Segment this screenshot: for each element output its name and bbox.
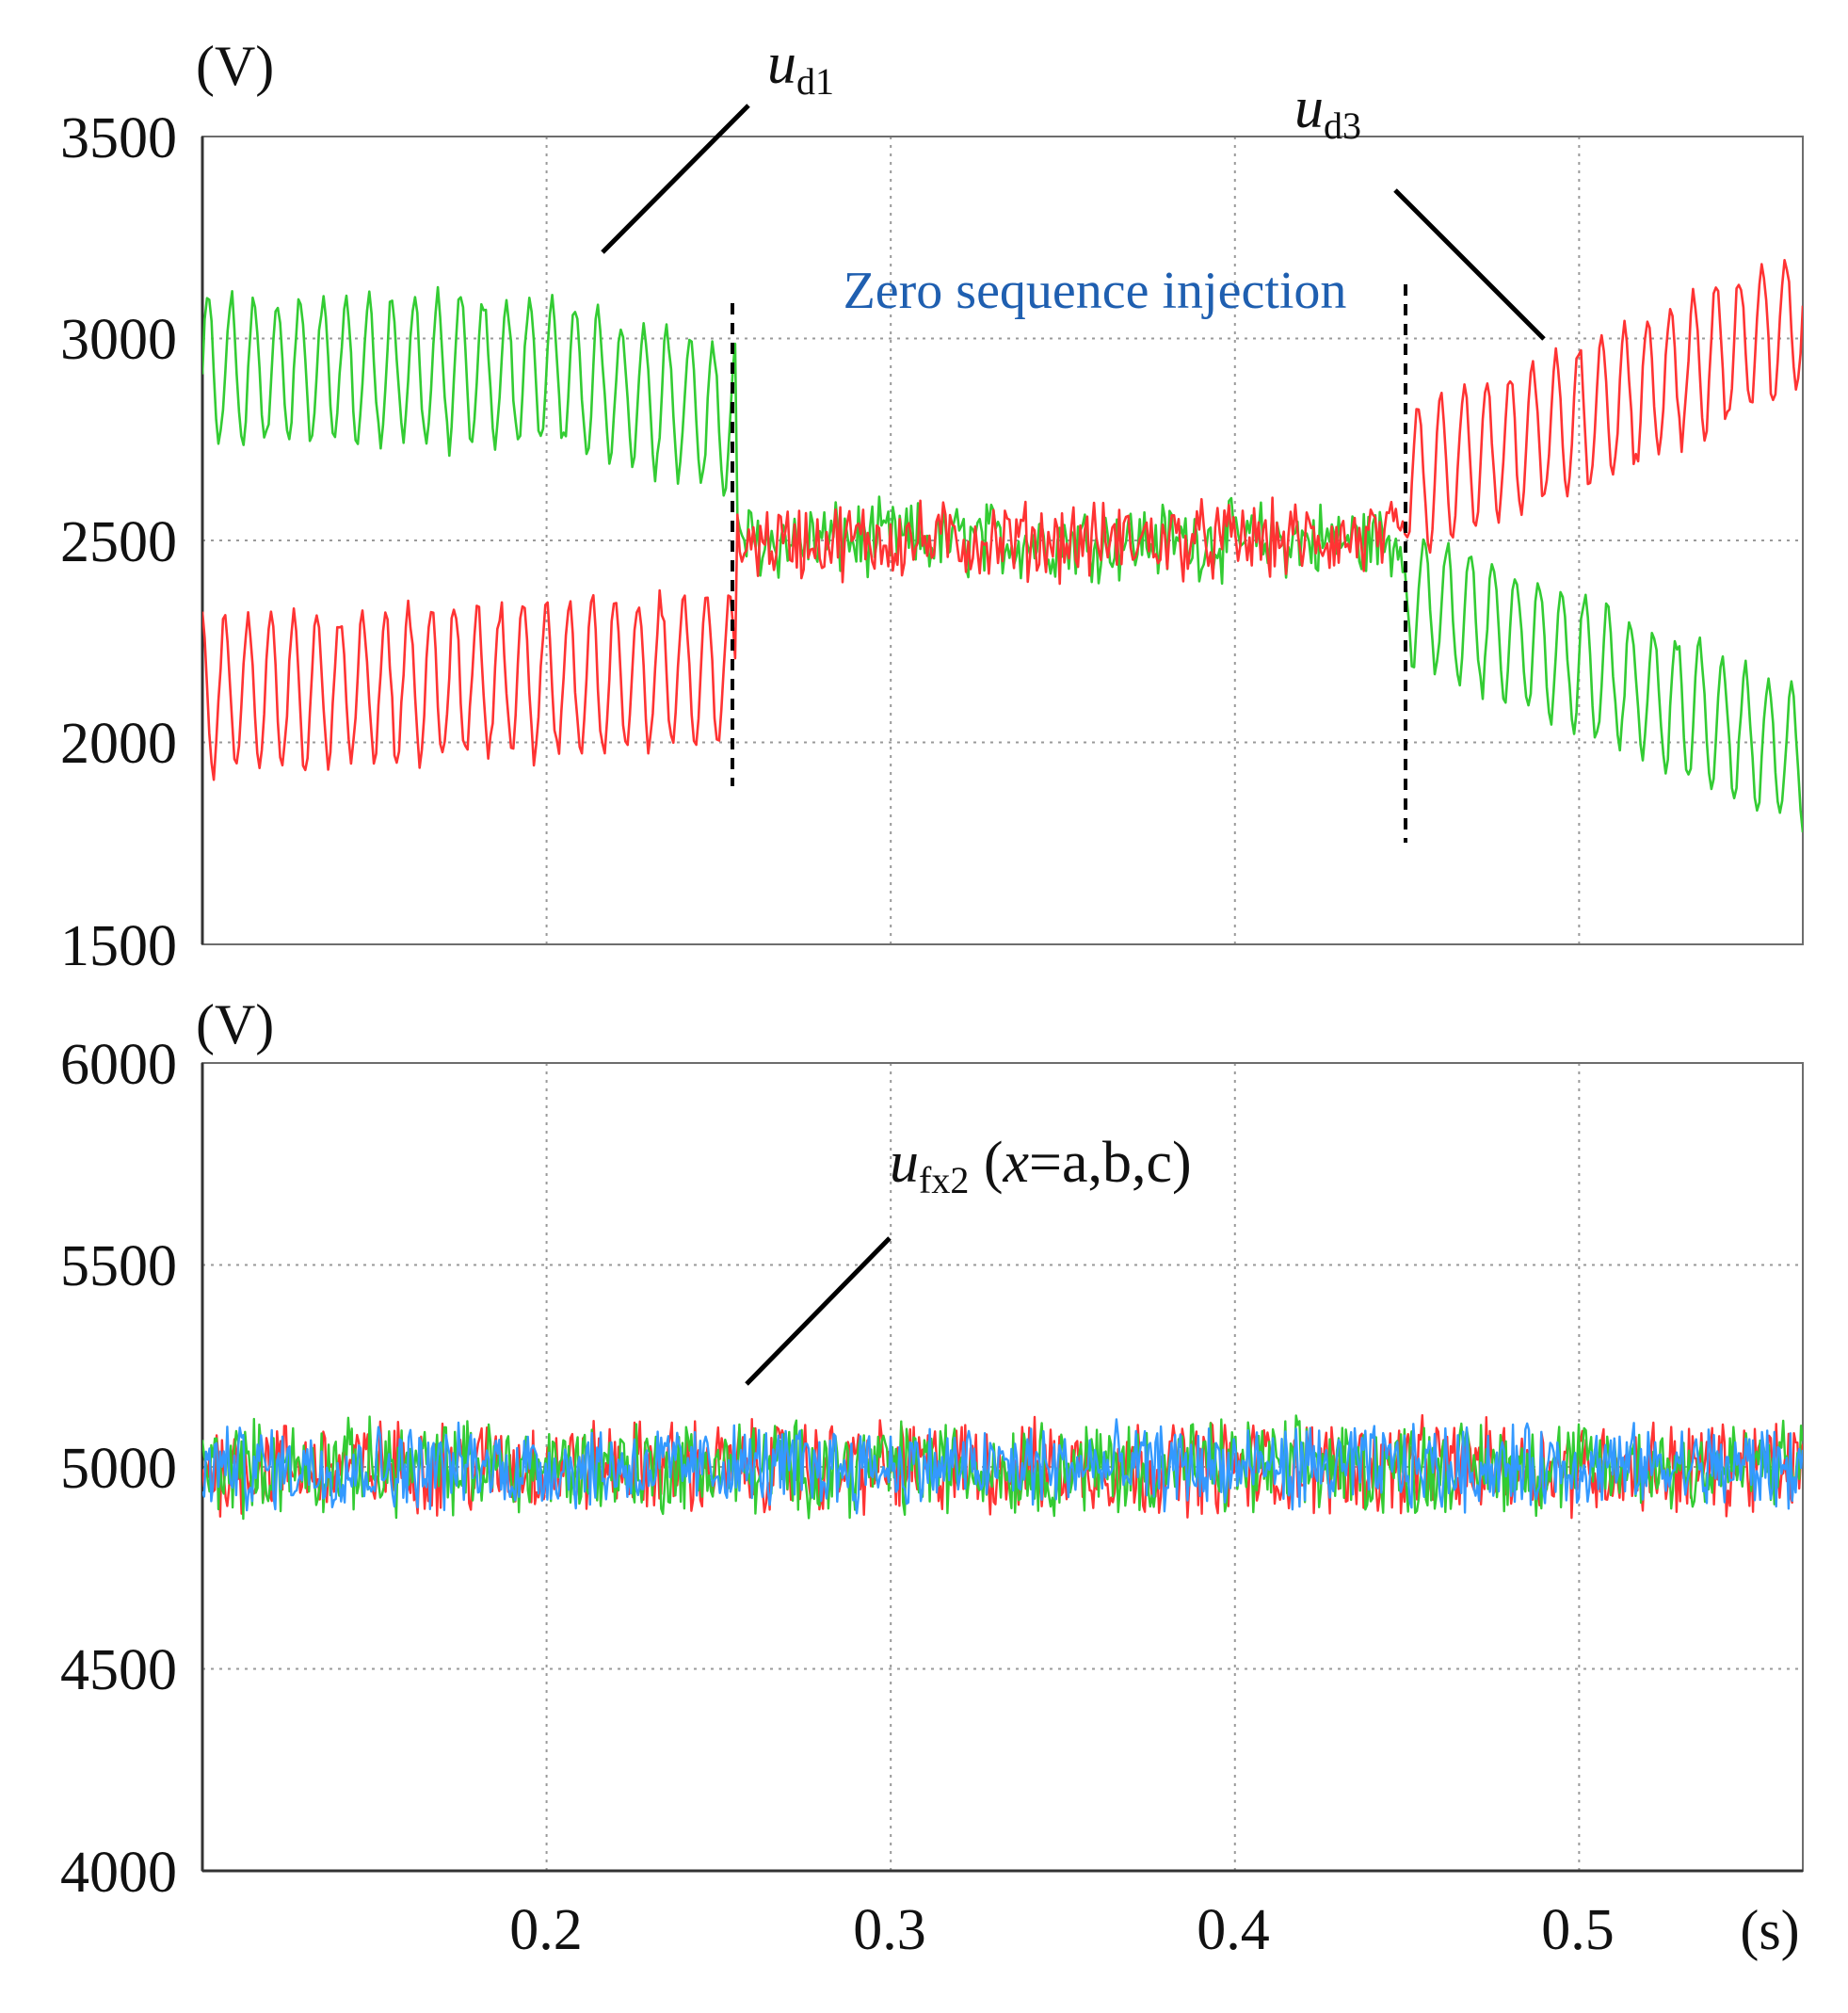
ud1-label-u: u <box>767 32 796 96</box>
ufx2-leader-line <box>745 1236 892 1386</box>
ud1-leader-line <box>601 104 750 254</box>
x-unit-label: (s) <box>1740 1899 1799 1961</box>
top-series-u_d3 <box>202 259 1803 781</box>
bottom-ytick-label-5000: 5000 <box>60 1437 177 1501</box>
xtick-label-0.5: 0.5 <box>1541 1898 1615 1962</box>
ufx2-label-open: ( <box>969 1131 1003 1195</box>
ud3-label-sub: d3 <box>1324 105 1361 147</box>
bottom-ytick-label-5500: 5500 <box>60 1234 177 1298</box>
ud1-series-label: ud1 <box>767 32 834 103</box>
ufx2-label-x: x <box>1002 1131 1029 1195</box>
xtick-label-0.3: 0.3 <box>853 1898 926 1962</box>
ud3-series-label: ud3 <box>1294 76 1361 147</box>
xtick-label-0.4: 0.4 <box>1197 1898 1270 1962</box>
top-y-unit-label: (V) <box>196 35 274 97</box>
bottom-ytick-label-6000: 6000 <box>60 1033 177 1097</box>
ufx2-label-tail: =a,b,c) <box>1029 1131 1192 1195</box>
bottom-series-u_fc2 <box>202 1418 1803 1515</box>
top-series-group <box>202 259 1803 833</box>
ud3-leader-line <box>1393 188 1546 341</box>
bottom-ytick-label-4000: 4000 <box>60 1841 177 1905</box>
xtick-label-0.2: 0.2 <box>509 1898 583 1962</box>
ud1-label-sub: d1 <box>796 60 834 103</box>
top-ytick-label-2500: 2500 <box>60 510 177 574</box>
ud3-label-u: u <box>1294 76 1324 140</box>
bottom-y-ticks: 6000 5500 5000 4500 4000 <box>60 1033 177 1905</box>
bottom-y-unit-label: (V) <box>196 993 274 1055</box>
bottom-series-group <box>202 1413 1803 1521</box>
ufx2-label-u: u <box>890 1131 919 1195</box>
bottom-x-ticks: 0.2 0.3 0.4 0.5 <box>509 1898 1615 1962</box>
bottom-ytick-label-4500: 4500 <box>60 1638 177 1702</box>
top-ytick-label-1500: 1500 <box>60 914 177 978</box>
top-ytick-label-3000: 3000 <box>60 308 177 372</box>
ufx2-series-label: ufx2 (x=a,b,c) <box>890 1131 1192 1201</box>
top-ytick-label-3500: 3500 <box>60 106 177 170</box>
ufx2-label-sub: fx2 <box>919 1159 969 1201</box>
top-ytick-label-2000: 2000 <box>60 712 177 776</box>
bottom-chart: 6000 5500 5000 4500 4000 (V) ufx2 (x=a,b… <box>60 993 1804 1962</box>
top-y-ticks: 3500 3000 2500 2000 1500 <box>60 106 177 978</box>
zero-sequence-annotation: Zero sequence injection <box>844 262 1347 320</box>
top-chart: 3500 3000 2500 2000 1500 (V) Zero sequen… <box>60 32 1804 978</box>
top-series-u_d1 <box>202 285 1803 833</box>
